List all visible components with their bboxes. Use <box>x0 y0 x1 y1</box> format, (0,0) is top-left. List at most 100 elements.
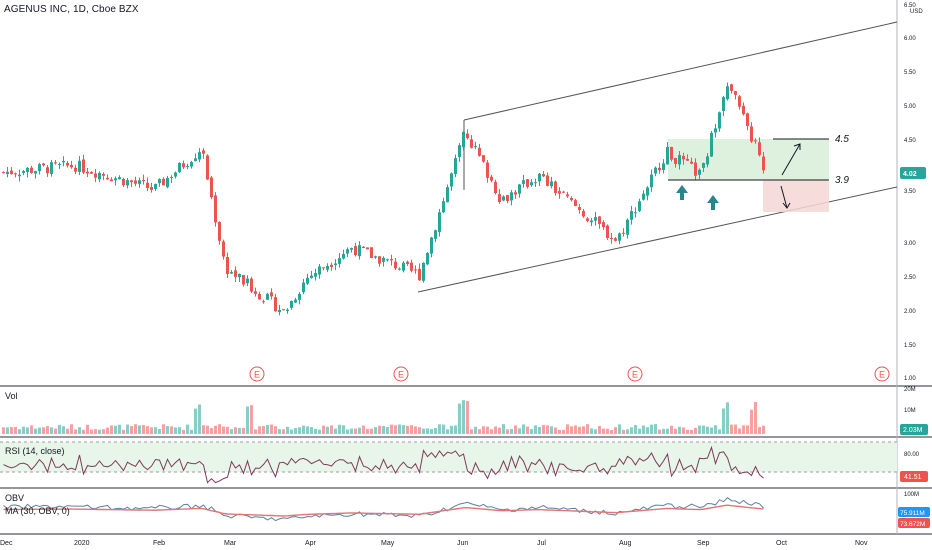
earnings-marker[interactable]: E <box>874 366 890 382</box>
candle-body <box>230 272 233 274</box>
volume-bar <box>414 426 417 434</box>
price-tick: 5.50 <box>904 70 916 76</box>
volume-bar <box>426 428 429 434</box>
price-tick: 1.50 <box>904 343 916 349</box>
candle-body <box>70 164 73 168</box>
up-arrow-icon <box>781 143 801 176</box>
earnings-marker[interactable]: E <box>627 366 643 382</box>
candle-body <box>42 163 45 166</box>
candle-body <box>54 162 57 164</box>
volume-bar <box>498 427 501 434</box>
candle-body <box>442 201 445 213</box>
volume-bar <box>706 426 709 434</box>
volume-bar <box>302 425 305 434</box>
volume-bar <box>418 427 421 434</box>
candle-body <box>6 171 9 175</box>
volume-bar <box>330 425 333 434</box>
volume-bar <box>562 429 565 434</box>
candle-body <box>90 172 93 174</box>
volume-bar <box>158 428 161 434</box>
candle-body <box>62 160 65 163</box>
volume-bar <box>526 426 529 434</box>
candle-body <box>754 140 757 142</box>
volume-bar <box>538 426 541 434</box>
loss-zone[interactable] <box>763 180 829 212</box>
volume-bar <box>122 429 125 434</box>
candle-body <box>326 265 329 270</box>
candle-body <box>422 262 425 281</box>
volume-bar <box>658 429 661 434</box>
candle-body <box>74 167 77 172</box>
time-axis[interactable]: Dec 2020 Feb Mar Apr May Jun Jul Aug Sep… <box>0 540 868 547</box>
svg-text:10M: 10M <box>904 408 916 414</box>
volume-bar <box>86 424 89 434</box>
volume-bar <box>18 429 21 434</box>
candle-body <box>58 164 61 166</box>
volume-bar <box>738 428 741 434</box>
volume-bar <box>630 427 633 434</box>
volume-bar <box>94 429 97 434</box>
volume-bar <box>134 424 137 434</box>
volume-bar <box>374 427 377 434</box>
candle-body <box>206 155 209 180</box>
price-tick: 6.00 <box>904 36 916 42</box>
candle-body <box>134 180 137 184</box>
earnings-marker[interactable]: E <box>249 366 265 382</box>
candle-body <box>470 139 473 148</box>
candle-body <box>378 256 381 264</box>
volume-bar <box>394 425 397 434</box>
volume-bar <box>14 427 17 434</box>
candle-body <box>34 171 37 174</box>
candle-body <box>590 220 593 223</box>
channel-upper-line[interactable] <box>463 21 898 121</box>
volume-bar <box>238 427 241 434</box>
volume-bar <box>166 426 169 434</box>
candle-body <box>290 301 293 308</box>
volume-bar <box>226 426 229 434</box>
candle-body <box>494 181 497 194</box>
candle-body <box>414 269 417 271</box>
candle-body <box>330 264 333 267</box>
price-axis[interactable]: 6.50 USD 6.00 5.50 5.00 4.50 3.50 3.00 2… <box>900 3 926 382</box>
candle-body <box>534 182 537 184</box>
candle-body <box>622 232 625 234</box>
candle-body <box>82 159 85 173</box>
volume-bar <box>578 426 581 434</box>
volume-bar <box>718 429 721 434</box>
candle-body <box>2 171 5 173</box>
candle-body <box>730 84 733 91</box>
candle-body <box>446 187 449 203</box>
earnings-marker[interactable]: E <box>393 366 409 382</box>
candle-body <box>98 172 101 180</box>
volume-bar <box>518 428 521 434</box>
candle-body <box>350 248 353 250</box>
candle-body <box>190 162 193 167</box>
volume-bar <box>422 428 425 434</box>
candle-body <box>30 167 33 173</box>
ma-last-value: 73.672M <box>900 521 925 528</box>
volume-bar <box>314 428 317 434</box>
candle-body <box>570 197 573 201</box>
obv-ma-panel-label: MA (30, OBV, 0) <box>5 506 70 516</box>
volume-bar <box>446 429 449 434</box>
candle-body <box>390 259 393 261</box>
candle-body <box>726 86 729 100</box>
candle-body <box>266 293 269 300</box>
candle-body <box>234 270 237 277</box>
time-tick: Dec <box>0 540 13 547</box>
currency-label: USD <box>910 9 923 15</box>
candle-body <box>142 179 145 182</box>
volume-bar <box>594 429 597 434</box>
candle-body <box>258 293 261 300</box>
down-arrow-icon <box>780 185 788 209</box>
candle-body <box>418 268 421 281</box>
volume-bar <box>442 424 445 434</box>
profit-zone[interactable] <box>668 139 829 180</box>
volume-bar <box>674 428 677 434</box>
volume-bar <box>294 428 297 434</box>
volume-bar <box>454 425 457 434</box>
volume-bar <box>310 427 313 434</box>
volume-bar <box>146 426 149 434</box>
candle-body <box>566 194 569 197</box>
